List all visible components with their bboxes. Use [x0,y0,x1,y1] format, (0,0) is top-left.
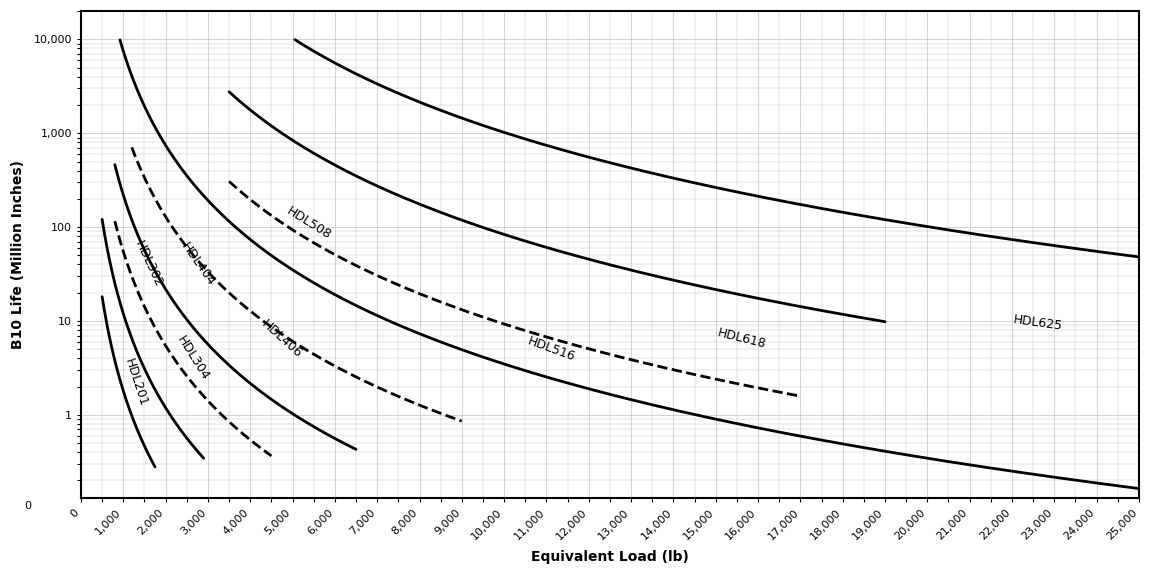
Y-axis label: B10 Life (Million Inches): B10 Life (Million Inches) [12,160,25,349]
Text: HDL516: HDL516 [526,335,576,364]
Text: HDL302: HDL302 [132,239,164,290]
Text: HDL508: HDL508 [284,205,334,242]
Text: HDL304: HDL304 [174,334,212,383]
Text: HDL201: HDL201 [122,357,150,408]
Text: HDL618: HDL618 [715,326,767,351]
X-axis label: Equivalent Load (lb): Equivalent Load (lb) [531,550,689,564]
Text: 0: 0 [24,501,32,511]
Text: HDL404: HDL404 [178,240,217,289]
Text: HDL625: HDL625 [1012,313,1063,333]
Text: HDL406: HDL406 [259,317,305,360]
